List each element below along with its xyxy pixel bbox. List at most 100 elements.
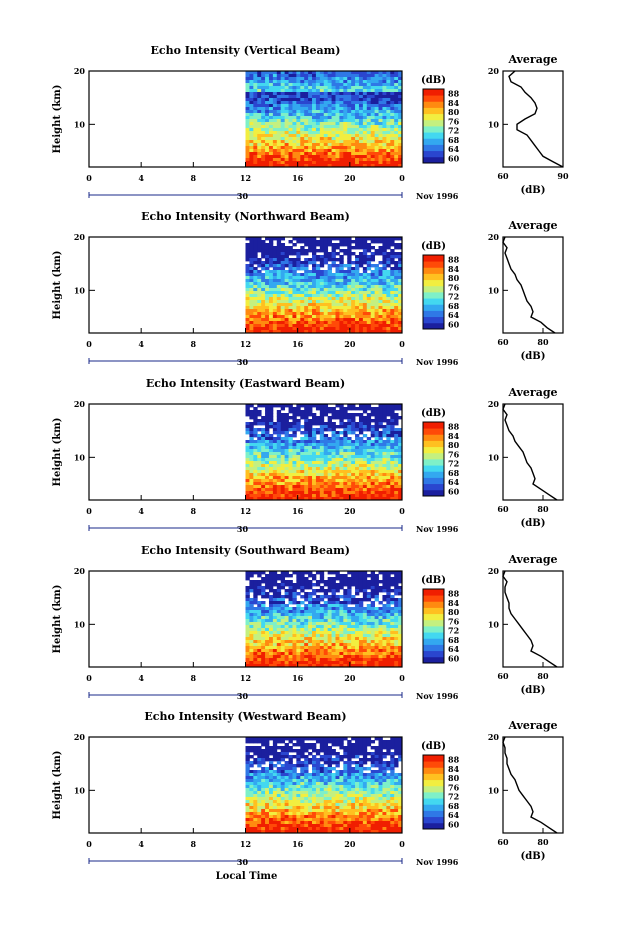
heatmap-cell (379, 267, 383, 270)
heatmap-cell (269, 613, 273, 616)
heatmap-cell (367, 297, 371, 300)
heatmap-cell (312, 258, 316, 261)
heatmap-cell (355, 107, 359, 110)
heatmap-cell (308, 300, 312, 303)
heatmap-cell (281, 640, 285, 643)
heatmap-cell (382, 131, 386, 134)
heatmap-cell (246, 255, 250, 258)
heatmap-cell (273, 318, 277, 321)
heatmap-cell (249, 267, 253, 270)
heatmap-cell (316, 303, 320, 306)
heatmap-cell (335, 312, 339, 315)
heatmap-cell (269, 467, 273, 470)
heatmap-cell (371, 80, 375, 83)
heatmap-cell (339, 631, 343, 634)
heatmap-cell (382, 461, 386, 464)
heatmap-cell (273, 246, 277, 249)
heatmap-cell (335, 158, 339, 161)
heatmap-cell (246, 413, 250, 416)
heatmap-cell (304, 276, 308, 279)
heatmap-cell (296, 95, 300, 98)
heatmap-cell (285, 288, 289, 291)
heatmap-cell (257, 89, 261, 92)
heatmap-cell (304, 77, 308, 80)
heatmap-cell (324, 137, 328, 140)
heatmap-cell (269, 131, 273, 134)
heatmap-cell (273, 101, 277, 104)
heatmap-cell (343, 658, 347, 661)
heatmap-cell (371, 443, 375, 446)
heatmap-cell (390, 243, 394, 246)
heatmap-cell (269, 312, 273, 315)
heatmap-cell (371, 98, 375, 101)
heatmap-cell (382, 446, 386, 449)
heatmap-cell (292, 252, 296, 255)
heatmap-cell (249, 300, 253, 303)
heatmap-cell (394, 413, 398, 416)
heatmap-cell (285, 119, 289, 122)
heatmap-cell (335, 628, 339, 631)
heatmap-cell (359, 580, 363, 583)
heatmap-cell (249, 589, 253, 592)
heatmap-cell (339, 470, 343, 473)
heatmap-cell (359, 419, 363, 422)
heatmap-cell (285, 285, 289, 288)
heatmap-cell (382, 613, 386, 616)
heatmap-cell (277, 140, 281, 143)
heatmap-cell (304, 149, 308, 152)
heatmap-cell (257, 434, 261, 437)
x-tick-label: 4 (138, 173, 144, 183)
heatmap-cell (261, 243, 265, 246)
heatmap-cell (394, 458, 398, 461)
heatmap-cell (292, 461, 296, 464)
heatmap-cell (273, 282, 277, 285)
colorbar-swatch (423, 292, 444, 299)
heatmap-cell (269, 149, 273, 152)
heatmap-cell (249, 255, 253, 258)
heatmap-cell (351, 104, 355, 107)
heatmap-cell (300, 98, 304, 101)
heatmap-cell (328, 306, 332, 309)
heatmap-cell (304, 580, 308, 583)
avg-y-tick-label: 10 (488, 452, 500, 462)
heatmap-cell (296, 446, 300, 449)
heatmap-cell (339, 116, 343, 119)
heatmap-cell (273, 616, 277, 619)
heatmap-cell (249, 128, 253, 131)
heatmap-cell (249, 80, 253, 83)
heatmap-cell (273, 479, 277, 482)
heatmap-cell (375, 410, 379, 413)
heatmap-cell (253, 449, 257, 452)
heatmap-cell (269, 473, 273, 476)
heatmap-cell (308, 137, 312, 140)
heatmap-cell (363, 625, 367, 628)
heatmap-cell (285, 95, 289, 98)
heatmap-cell (273, 258, 277, 261)
heatmap-cell (347, 285, 351, 288)
heatmap-cell (335, 149, 339, 152)
heatmap-cell (390, 598, 394, 601)
heatmap-cell (253, 419, 257, 422)
heatmap-cell (296, 83, 300, 86)
heatmap-cell (375, 312, 379, 315)
heatmap-cell (320, 291, 324, 294)
heatmap-cell (257, 146, 261, 149)
heatmap-cell (375, 101, 379, 104)
heatmap-cell (339, 619, 343, 622)
heatmap-cell (355, 80, 359, 83)
heatmap-cell (324, 303, 328, 306)
heatmap-cell (261, 458, 265, 461)
heatmap-cell (332, 252, 336, 255)
heatmap-cell (351, 407, 355, 410)
heatmap-cell (375, 107, 379, 110)
heatmap-cell (367, 482, 371, 485)
heatmap-cell (253, 270, 257, 273)
heatmap-cell (347, 324, 351, 327)
heatmap-cell (281, 309, 285, 312)
heatmap-cell (332, 440, 336, 443)
heatmap-cell (308, 422, 312, 425)
heatmap-cell (273, 294, 277, 297)
heatmap-cell (390, 273, 394, 276)
heatmap-cell (265, 86, 269, 89)
heatmap-cell (269, 637, 273, 640)
